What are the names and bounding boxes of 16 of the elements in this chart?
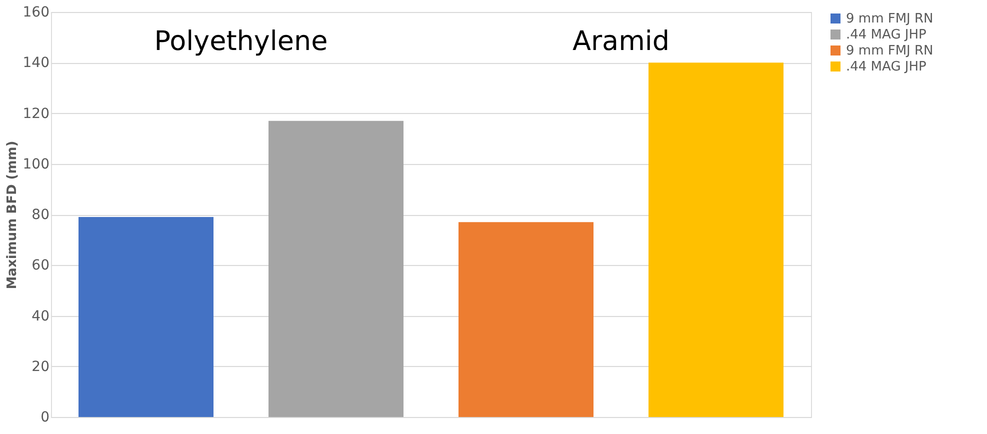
y-tick-label: 60 xyxy=(32,258,50,274)
y-tick-label: 120 xyxy=(22,106,50,122)
legend-label: 9 mm FMJ RN xyxy=(846,12,934,26)
legend-label: .44 MAG JHP xyxy=(846,28,927,42)
annotation: Aramid xyxy=(572,26,670,57)
y-tick-label: 0 xyxy=(40,410,50,426)
y-tick-label: 140 xyxy=(22,55,50,72)
y-tick-label: 160 xyxy=(22,4,50,20)
y-axis-title: Maximum BFD (mm) xyxy=(4,140,20,290)
y-tick-label: 40 xyxy=(32,308,50,324)
y-tick-label: 80 xyxy=(32,207,50,223)
annotation: Polyethylene xyxy=(154,26,328,57)
y-tick-label: 100 xyxy=(22,156,50,172)
y-tick-label: 20 xyxy=(32,358,50,375)
legend-label: 9 mm FMJ RN xyxy=(846,44,934,58)
legend-label: .44 MAG JHP xyxy=(846,60,927,74)
